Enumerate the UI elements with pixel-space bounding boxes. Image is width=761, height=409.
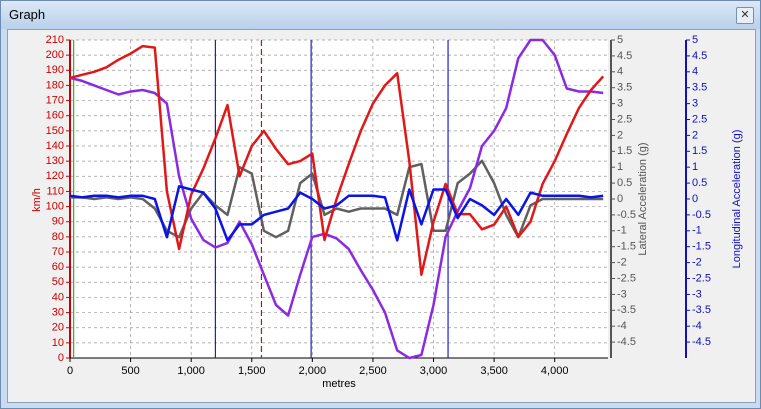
y3-tick-label: -0.5 <box>692 209 711 221</box>
y-tick-label: 80 <box>52 231 64 243</box>
y-tick-label: 130 <box>46 155 64 167</box>
y2-tick-label: 1 <box>617 161 623 173</box>
y-tick-label: 160 <box>46 110 64 122</box>
y2-axis-title: Lateral Acceleration (g) <box>637 142 649 255</box>
x-tick-label: 3,500 <box>480 365 508 377</box>
y-tick-label: 190 <box>46 64 64 76</box>
y3-tick-label: -4 <box>692 320 702 332</box>
y2-tick-label: -0.5 <box>617 209 636 221</box>
x-tick-label: 500 <box>121 365 139 377</box>
y3-tick-label: -3 <box>692 288 702 300</box>
y3-tick-label: 5 <box>692 34 698 46</box>
y-tick-label: 30 <box>52 306 64 318</box>
y3-tick-label: 1 <box>692 161 698 173</box>
y3-tick-label: 0 <box>692 193 698 205</box>
series-line <box>69 185 604 242</box>
x-tick-label: 4,000 <box>541 365 569 377</box>
y3-tick-label: -2.5 <box>692 272 711 284</box>
y2-tick-label: 5 <box>617 34 623 46</box>
y3-tick-label: 3 <box>692 98 698 110</box>
y-tick-label: 60 <box>52 261 64 273</box>
x-tick-label: 0 <box>67 365 73 377</box>
y3-tick-label: -3.5 <box>692 304 711 316</box>
y2-tick-label: -2.5 <box>617 272 636 284</box>
x-axis-title: metres <box>322 378 356 390</box>
y-tick-label: 70 <box>52 246 64 258</box>
y3-tick-label: -4.5 <box>692 336 711 348</box>
y-tick-label: 40 <box>52 291 64 303</box>
x-tick-label: 3,000 <box>420 365 448 377</box>
y-tick-label: 180 <box>46 79 64 91</box>
y-axis-title: km/h <box>31 188 43 212</box>
y-tick-label: 200 <box>46 49 64 61</box>
y3-tick-label: -2 <box>692 257 702 269</box>
y3-tick-label: 2.5 <box>692 113 707 125</box>
y2-tick-label: 2 <box>617 129 623 141</box>
y2-tick-label: 1.5 <box>617 145 632 157</box>
y2-tick-label: 3.5 <box>617 82 632 94</box>
y-tick-label: 20 <box>52 322 64 334</box>
close-button[interactable]: ✕ <box>736 7 754 24</box>
y2-tick-label: -3 <box>617 288 627 300</box>
y2-tick-label: 0.5 <box>617 177 632 189</box>
y-tick-label: 100 <box>46 200 64 212</box>
y3-tick-label: 4.5 <box>692 50 707 62</box>
y-tick-label: 170 <box>46 94 64 106</box>
y3-axis-title: Longitudinal Acceleration (g) <box>731 130 743 269</box>
y-tick-label: 140 <box>46 140 64 152</box>
y2-tick-label: -4.5 <box>617 336 636 348</box>
x-tick-label: 1,500 <box>238 365 266 377</box>
y2-tick-label: -1 <box>617 225 627 237</box>
y2-tick-label: 4 <box>617 66 623 78</box>
y-tick-label: 150 <box>46 125 64 137</box>
y-tick-label: 210 <box>46 34 64 46</box>
y2-tick-label: 3 <box>617 98 623 110</box>
y2-tick-label: -3.5 <box>617 304 636 316</box>
title-bar: Graph ✕ <box>1 1 760 29</box>
y2-tick-label: 2.5 <box>617 113 632 125</box>
y-tick-label: 90 <box>52 216 64 228</box>
y3-tick-label: 3.5 <box>692 82 707 94</box>
y3-tick-label: 1.5 <box>692 145 707 157</box>
x-tick-label: 2,500 <box>359 365 387 377</box>
y-tick-label: 120 <box>46 170 64 182</box>
series-line <box>69 44 605 276</box>
y2-tick-label: -1.5 <box>617 241 636 253</box>
x-tick-label: 2,000 <box>299 365 327 377</box>
y2-tick-label: -4 <box>617 320 627 332</box>
y3-tick-label: 2 <box>692 129 698 141</box>
y-tick-label: 110 <box>46 185 64 197</box>
y2-tick-label: 0 <box>617 193 623 205</box>
y-tick-label: 10 <box>52 337 64 349</box>
y3-tick-label: 0.5 <box>692 177 707 189</box>
y3-tick-label: -1 <box>692 225 702 237</box>
y-tick-label: 50 <box>52 276 64 288</box>
y2-tick-label: -2 <box>617 257 627 269</box>
y2-tick-label: 4.5 <box>617 50 632 62</box>
y3-tick-label: -1.5 <box>692 241 711 253</box>
y-tick-label: 0 <box>58 352 64 364</box>
x-tick-label: 1,000 <box>177 365 205 377</box>
y3-tick-label: 4 <box>692 66 698 78</box>
window-title: Graph <box>9 7 46 22</box>
